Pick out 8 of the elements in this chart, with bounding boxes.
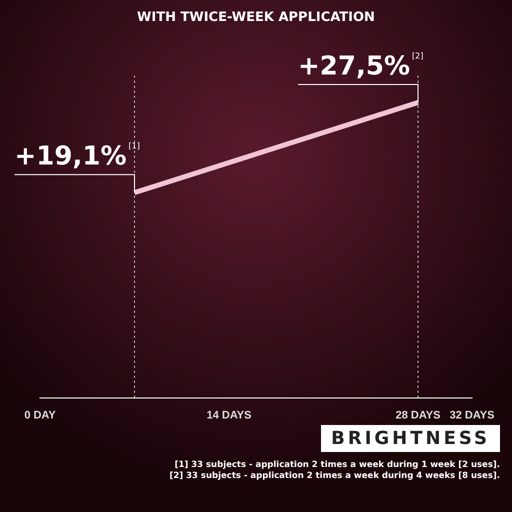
x-tick-label: 28 DAYS	[396, 409, 440, 422]
x-tick-label: 14 DAYS	[206, 409, 252, 422]
text: BRIGHTNESS	[321, 425, 500, 452]
text: [1] 33 subjects - application 2 times a week during 1 week [2 uses].	[174, 460, 500, 471]
chart-title: WITH TWICE-WEEK APPLICATION	[137, 10, 375, 26]
text: [2] 33 subjects - application 2 times a week during 4 weeks [8 uses].	[168, 471, 500, 482]
x-tick-label: 32 DAYS	[450, 409, 494, 422]
x-tick-label: 0 DAY	[24, 409, 56, 422]
